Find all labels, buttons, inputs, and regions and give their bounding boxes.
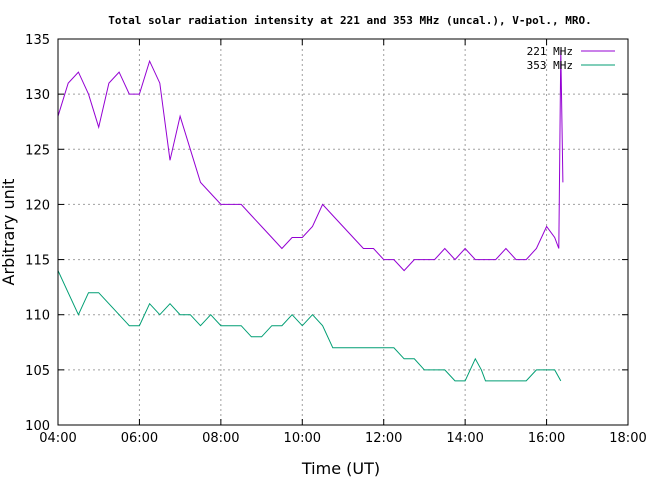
y-axis-label: Arbitrary unit <box>0 179 18 286</box>
y-tick-label: 120 <box>25 198 50 213</box>
x-tick-label: 04:00 <box>39 431 76 446</box>
x-tick-label: 14:00 <box>446 431 483 446</box>
x-tick-label: 12:00 <box>365 431 402 446</box>
y-tick-label: 105 <box>25 364 50 379</box>
x-tick-label: 16:00 <box>528 431 565 446</box>
x-tick-label: 08:00 <box>202 431 239 446</box>
x-tick-label: 10:00 <box>284 431 321 446</box>
x-axis-label: Time (UT) <box>301 459 380 478</box>
axis-ticks: 04:00 06:00 08:00 10:00 12:00 14:00 16:00 18:00… <box>25 33 647 446</box>
y-tick-label: 110 <box>25 309 50 324</box>
chart-title: Total solar radiation intensity at 221 a… <box>108 14 591 27</box>
plot-frame <box>57 38 629 426</box>
y-tick-label: 135 <box>25 33 50 48</box>
series-line-2 <box>57 270 562 382</box>
y-tick-label: 115 <box>25 254 50 269</box>
legend-label-2: 353 MHz <box>527 59 573 72</box>
y-tick-label: 100 <box>25 419 50 434</box>
series-line-1 <box>57 49 564 272</box>
x-tick-label: 06:00 <box>121 431 158 446</box>
x-tick-label: 18:00 <box>609 431 646 446</box>
grid-lines <box>58 39 628 425</box>
series-lines <box>57 49 564 382</box>
y-tick-label: 130 <box>25 88 50 103</box>
y-tick-label: 125 <box>25 143 50 158</box>
legend-label-1: 221 MHz <box>527 45 573 58</box>
